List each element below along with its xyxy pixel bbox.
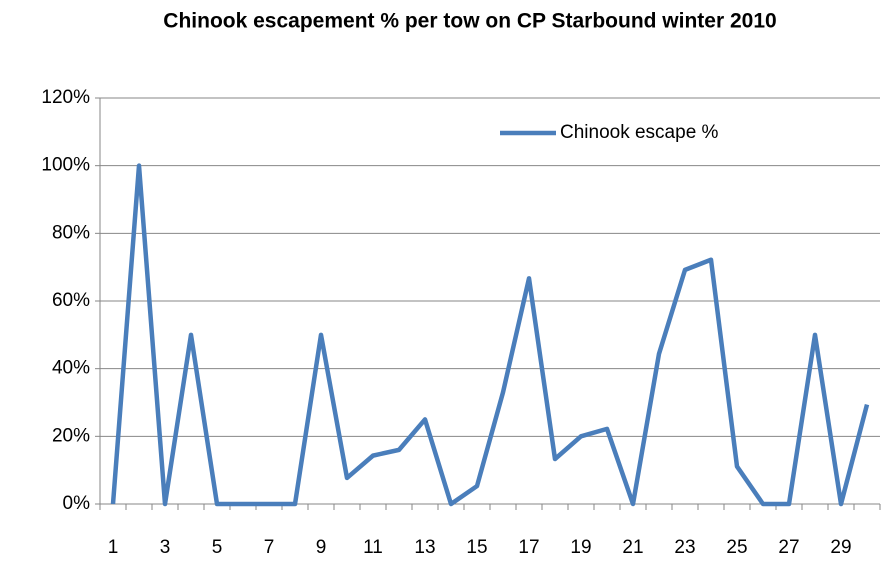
x-tick-label: 9 xyxy=(316,537,327,558)
x-tick-label: 11 xyxy=(363,537,383,558)
x-tick-label: 1 xyxy=(108,537,119,558)
legend-label: Chinook escape % xyxy=(560,122,719,143)
chart-title: Chinook escapement % per tow on CP Starb… xyxy=(163,10,776,33)
y-tick-label: 40% xyxy=(52,358,90,379)
y-tick-label: 20% xyxy=(52,425,90,446)
y-tick-label: 80% xyxy=(52,222,90,243)
x-tick-label: 29 xyxy=(830,537,851,558)
y-tick-label: 100% xyxy=(41,155,90,176)
y-tick-label: 120% xyxy=(41,87,90,108)
x-tick-label: 27 xyxy=(778,537,799,558)
x-tick-label: 13 xyxy=(414,537,435,558)
x-tick-label: 23 xyxy=(674,537,695,558)
y-tick-label: 0% xyxy=(63,493,91,514)
x-tick-label: 25 xyxy=(726,537,747,558)
y-tick-label: 60% xyxy=(52,290,90,311)
x-tick-label: 21 xyxy=(622,537,643,558)
x-tick-label: 19 xyxy=(570,537,591,558)
x-tick-label: 7 xyxy=(264,537,275,558)
x-tick-label: 15 xyxy=(466,537,487,558)
x-tick-label: 17 xyxy=(518,537,539,558)
x-tick-label: 5 xyxy=(212,537,223,558)
x-tick-label: 3 xyxy=(160,537,171,558)
data-line xyxy=(110,163,870,507)
